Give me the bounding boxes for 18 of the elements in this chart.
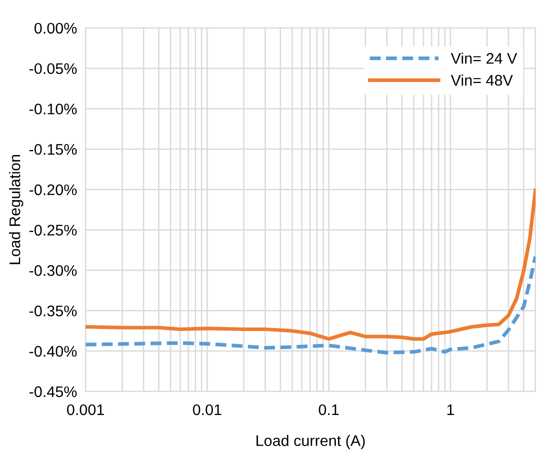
y-tick-label: -0.45% xyxy=(30,386,77,398)
y-tick-label: -0.20% xyxy=(30,184,77,196)
y-tick-label: 0.00% xyxy=(34,22,77,34)
x-tick-label: 0.1 xyxy=(318,404,339,416)
y-tick-label: -0.35% xyxy=(30,306,77,316)
legend-label: Vin= 48V xyxy=(450,74,513,86)
y-tick-label: -0.30% xyxy=(30,265,77,276)
x-axis-title: Load current (A) xyxy=(256,434,365,450)
y-tick-label: -0.40% xyxy=(30,346,77,357)
y-tick-label: -0.10% xyxy=(30,104,77,114)
y-axis-title: Load Regulation xyxy=(9,155,24,264)
y-tick-label: -0.05% xyxy=(30,63,77,74)
y-tick-label: -0.25% xyxy=(30,224,77,236)
x-tick-label: 0.001 xyxy=(67,404,104,416)
x-tick-label: 1 xyxy=(447,404,454,416)
x-tick-label: 0.01 xyxy=(192,404,222,416)
legend-label: Vin= 24 V xyxy=(450,52,518,64)
y-tick-label: -0.15% xyxy=(30,144,77,155)
